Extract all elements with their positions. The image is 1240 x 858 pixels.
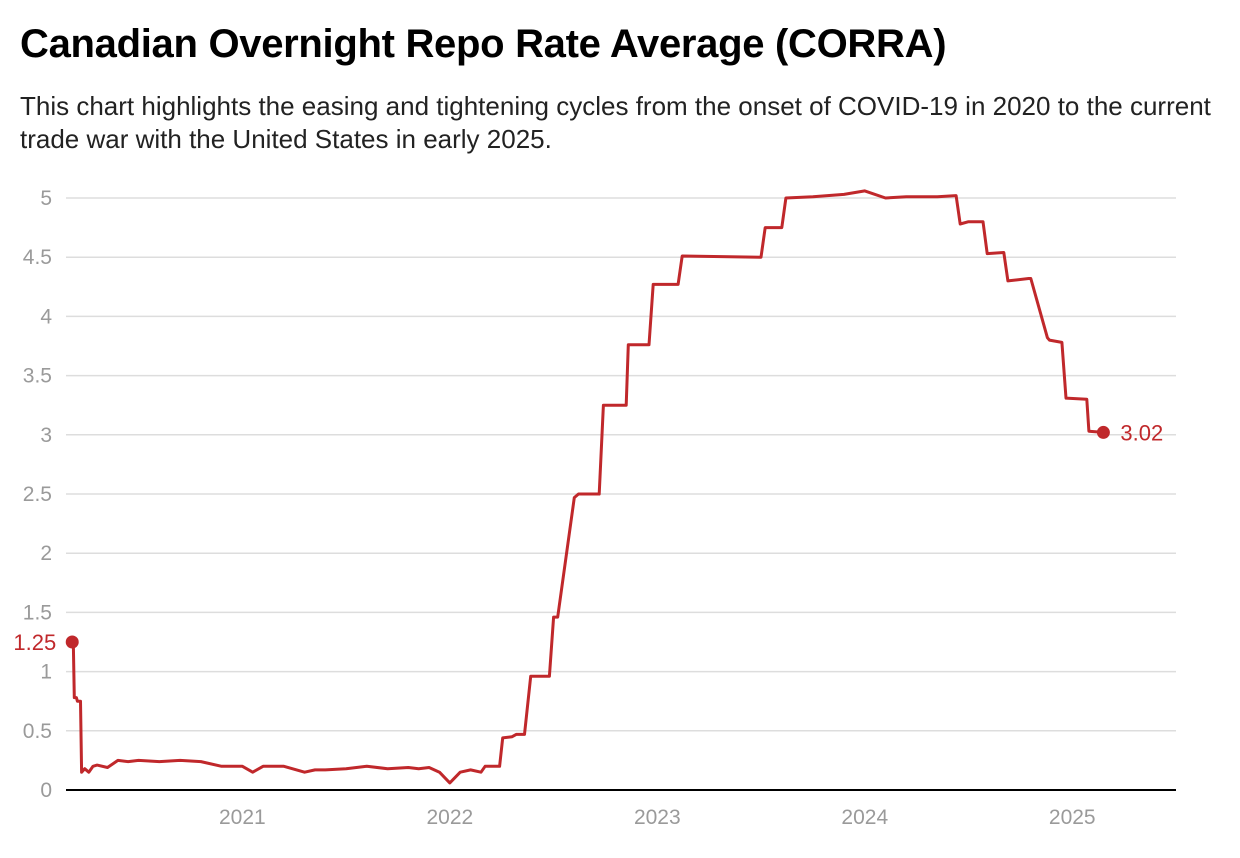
y-tick-label: 4.5 <box>23 246 52 269</box>
y-tick-label: 1 <box>40 661 52 684</box>
endpoint-marker <box>65 635 79 649</box>
corra-series-line <box>71 189 1104 785</box>
y-tick-label: 3.5 <box>23 365 52 388</box>
chart-subtitle: This chart highlights the easing and tig… <box>20 91 1211 154</box>
y-tick-label: 4 <box>40 305 52 328</box>
gridlines <box>66 197 1176 732</box>
endpoint-value-label: 3.02 <box>1120 420 1163 445</box>
end-point-annotations: 1.25 3.02 <box>13 420 1163 655</box>
y-tick-label: 2.5 <box>23 483 52 506</box>
y-tick-label: 0.5 <box>23 720 52 743</box>
x-tick-label: 2024 <box>841 806 888 829</box>
chart-title: Canadian Overnight Repo Rate Average (CO… <box>20 22 947 66</box>
x-tick-label: 2025 <box>1049 806 1096 829</box>
y-axis-tick-labels: 0 0.5 1 1.5 2 2.5 3 3.5 4 4.5 5 <box>23 187 53 802</box>
endpoint-marker <box>1096 425 1110 439</box>
endpoint-value-label: 1.25 <box>13 630 56 655</box>
y-tick-label: 1.5 <box>23 601 52 624</box>
x-tick-label: 2022 <box>426 806 473 829</box>
y-tick-label: 0 <box>40 779 52 802</box>
y-tick-label: 2 <box>40 542 52 565</box>
y-tick-label: 3 <box>40 424 52 447</box>
y-tick-label: 5 <box>40 187 52 210</box>
x-tick-label: 2023 <box>634 806 681 829</box>
x-tick-label: 2021 <box>219 806 266 829</box>
x-axis-tick-labels: 2021 2022 2023 2024 2025 <box>219 806 1096 829</box>
